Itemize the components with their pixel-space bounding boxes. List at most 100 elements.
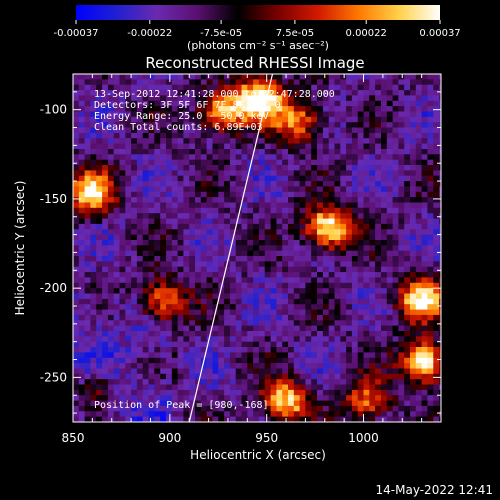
heatmap-cell [107,154,115,161]
heatmap-cell [253,400,260,407]
heatmap-cell [78,132,86,139]
heatmap-cell [119,170,126,177]
heatmap-cell [195,79,202,86]
heatmap-cell [119,223,126,230]
heatmap-cell [311,250,318,257]
heatmap-cell [131,197,138,204]
heatmap-cell [282,256,289,262]
heatmap-cell [439,261,441,268]
heatmap-cell [183,352,190,359]
heatmap-cell [212,229,219,236]
heatmap-cell [113,347,121,353]
heatmap-cell [212,100,219,107]
heatmap-cell [334,213,341,220]
heatmap-cell [398,352,405,359]
heatmap-cell [363,331,370,337]
heatmap-cell [247,100,254,107]
heatmap-cell [322,347,330,353]
heatmap-cell [305,122,312,129]
heatmap-cell [351,149,359,155]
heatmap-cell [229,159,237,166]
heatmap-cell [200,341,208,348]
heatmap-cell [386,331,394,337]
heatmap-cell [189,304,196,311]
heatmap-cell [357,395,365,402]
heatmap-cell [346,229,353,236]
heatmap-cell [73,138,80,145]
heatmap-cell [200,127,208,134]
heatmap-cell [328,202,336,209]
heatmap-cell [415,347,423,353]
heatmap-cell [270,202,277,209]
heatmap-cell [241,84,248,91]
heatmap-cell [445,176,451,182]
heatmap-cell [322,186,330,193]
heatmap-cell [386,159,394,166]
heatmap-cell [317,261,324,268]
heatmap-image [73,74,451,428]
heatmap-cell [119,186,126,193]
heatmap-cell [375,143,382,150]
heatmap-cell [235,234,243,241]
heatmap-cell [270,79,277,86]
heatmap-cell [177,229,184,236]
heatmap-cell [96,368,103,375]
heatmap-cell [200,416,208,422]
heatmap-cell [299,272,306,279]
heatmap-cell [183,74,190,80]
heatmap-cell [177,373,184,380]
heatmap-cell [96,389,103,396]
heatmap-cell [427,127,434,134]
heatmap-cell [351,389,359,396]
heatmap-cell [131,90,138,97]
heatmap-cell [113,106,121,113]
heatmap-cell [375,213,382,220]
heatmap-cell [305,170,312,177]
heatmap-cell [282,90,289,97]
heatmap-cell [113,202,121,209]
heatmap-cell [113,336,121,343]
heatmap-cell [247,320,254,327]
heatmap-cell [270,138,277,145]
heatmap-cell [160,240,167,246]
heatmap-cell [113,175,121,182]
heatmap-cell [154,336,161,343]
heatmap-cell [160,170,167,177]
heatmap-cell [328,165,336,171]
heatmap-cell [247,149,254,155]
heatmap-cell [212,314,219,321]
heatmap-cell [241,304,248,311]
heatmap-cell [154,138,161,145]
heatmap-cell [311,352,318,359]
heatmap-cell [247,218,254,225]
heatmap-cell [404,207,411,214]
heatmap-cell [224,250,231,257]
heatmap-cell [381,181,388,188]
heatmap-cell [392,149,399,155]
heatmap-cell [340,197,347,204]
heatmap-cell [258,143,266,150]
heatmap-cell [84,154,91,161]
heatmap-cell [148,234,155,241]
heatmap-cell [113,154,121,161]
heatmap-cell [270,341,277,348]
heatmap-cell [299,191,306,198]
heatmap-cell [427,149,434,155]
heatmap-cell [352,422,358,428]
heatmap-cell [340,336,347,343]
heatmap-cell [235,149,243,155]
heatmap-cell [340,250,347,257]
heatmap-cell [241,229,248,236]
heatmap-cell [131,293,138,300]
heatmap-cell [270,84,277,91]
heatmap-cell [398,282,405,289]
heatmap-cell [247,95,254,102]
heatmap-cell [311,100,318,107]
heatmap-cell [136,181,144,188]
heatmap-cell [364,422,370,428]
heatmap-cell [224,213,231,220]
heatmap-cell [166,218,173,225]
heatmap-cell [218,240,225,246]
heatmap-cell [270,106,277,113]
heatmap-cell [363,282,370,289]
